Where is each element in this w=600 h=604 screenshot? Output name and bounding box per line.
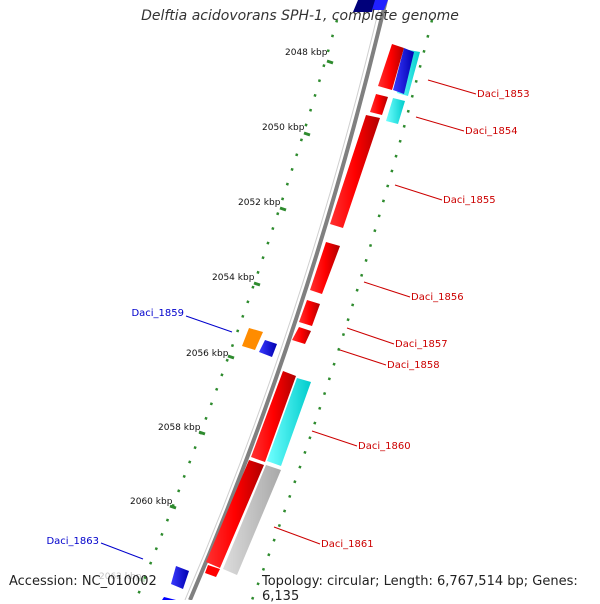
tick-mark [326,59,334,65]
tick-label: 2048 kbp [285,48,328,58]
gene-label-daci-1855[interactable]: Daci_1855 [443,195,496,206]
label-connector [185,315,233,333]
gene-feature-daci-1855 [330,115,380,228]
gene-labels: Daci_1853 Daci_1854 Daci_1855 Daci_1856 Daci… [46,79,530,560]
genome-backbone [188,0,388,600]
label-connector [363,281,411,298]
tick-label: 2060 kbp [130,497,173,507]
gene-feature-daci-1853 [378,44,404,90]
label-connector [415,116,465,132]
gene-label-daci-1863[interactable]: Daci_1863 [46,536,99,547]
gene-label-daci-1856[interactable]: Daci_1856 [411,292,464,303]
tick-mark [169,504,177,510]
tick-mark [303,131,311,137]
rna-feature-1860 [267,378,311,466]
label-connector [394,184,443,201]
gene-label-daci-1853[interactable]: Daci_1853 [477,89,530,100]
label-connector [273,526,321,545]
tick-label: 2054 kbp [212,273,255,283]
gene-features [162,0,420,600]
label-connector [346,327,395,345]
label-connector [100,542,144,560]
gene-feature-daci-1858 [292,327,311,344]
label-connector [339,349,387,366]
gene-feature-daci-1860 [251,371,296,462]
gene-feature-1853-blue [393,48,414,94]
tick-mark [138,577,146,583]
gene-feature-daci-1859 [259,340,277,357]
gene-feature-1861-small [205,565,220,577]
gene-feature-partial-top-2 [372,0,388,10]
gene-feature-partial-top-1 [353,0,376,12]
dotted-tracks [134,19,434,600]
accession-text: Accession: NC_010002 [9,574,157,589]
gene-feature-bottom-partial [162,597,176,600]
gene-label-daci-1854[interactable]: Daci_1854 [465,126,518,137]
label-connector [311,430,358,447]
tick-mark [227,354,235,360]
gene-feature-daci-1856 [310,242,340,294]
tick-mark [279,206,287,212]
tick-mark [253,281,261,287]
gene-feature-daci-1854 [370,94,388,115]
gene-label-daci-1860[interactable]: Daci_1860 [358,441,411,452]
gene-feature-daci-1859-orange [242,328,263,350]
gene-feature-daci-1857 [299,300,320,326]
tick-label: 2052 kbp [238,198,281,208]
tick-label: 2050 kbp [262,123,305,133]
tick-label: 2056 kbp [186,349,229,359]
other-feature-1861 [223,465,281,575]
map-title: Delftia acidovorans SPH-1, complete geno… [141,8,459,24]
tick-label: 2058 kbp [158,423,201,433]
rna-feature-1854 [386,98,405,124]
tick-mark [198,430,206,436]
label-connector [427,79,477,95]
tick-label: 2062 kbp [99,572,142,582]
gene-feature-daci-1861 [206,460,264,568]
gene-feature-daci-1863 [171,566,189,589]
gene-label-daci-1857[interactable]: Daci_1857 [395,339,448,350]
gene-label-daci-1861[interactable]: Daci_1861 [321,539,374,550]
tick-marks: 2048 kbp 2050 kbp 2052 kbp 2054 kbp 2056 kbp… [99,48,334,583]
gene-label-daci-1858[interactable]: Daci_1858 [387,360,440,371]
gene-label-daci-1859[interactable]: Daci_1859 [131,308,184,319]
